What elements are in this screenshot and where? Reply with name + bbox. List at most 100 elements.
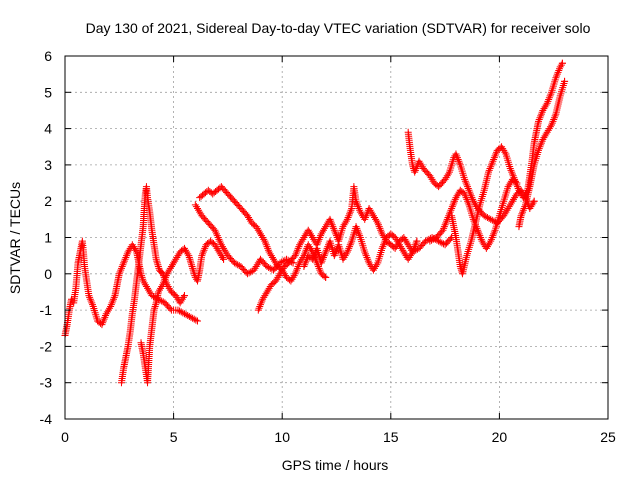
data-point xyxy=(104,306,112,314)
data-point xyxy=(536,143,544,151)
data-point xyxy=(372,215,380,223)
data-point xyxy=(377,228,385,236)
data-point xyxy=(343,215,351,223)
data-point xyxy=(327,217,335,225)
data-point xyxy=(315,264,323,272)
data-point xyxy=(139,277,147,285)
data-point xyxy=(110,293,118,301)
data-point xyxy=(180,310,188,318)
data-point xyxy=(513,181,521,189)
data-point xyxy=(86,295,94,303)
data-point xyxy=(122,253,130,261)
data-point xyxy=(554,68,562,76)
data-point xyxy=(363,253,371,261)
data-point xyxy=(340,253,348,261)
data-point xyxy=(266,250,274,258)
data-point xyxy=(362,212,370,220)
data-point xyxy=(119,261,127,269)
data-point xyxy=(320,252,328,260)
data-point xyxy=(463,181,471,189)
data-point xyxy=(314,239,322,247)
y-tick-label: -2 xyxy=(40,338,53,354)
data-point xyxy=(527,203,535,211)
data-point xyxy=(355,204,363,212)
data-point xyxy=(265,248,273,256)
data-point xyxy=(377,226,385,234)
data-point xyxy=(306,230,314,238)
data-point xyxy=(461,190,469,198)
data-point xyxy=(255,228,263,236)
data-point xyxy=(154,288,162,296)
data-point xyxy=(144,284,152,292)
data-point xyxy=(212,243,220,251)
data-point xyxy=(293,266,301,274)
data-point xyxy=(480,212,488,220)
data-point xyxy=(213,244,221,252)
data-point xyxy=(428,236,436,244)
y-tick-label: 5 xyxy=(44,84,52,100)
data-point xyxy=(491,152,499,160)
data-point xyxy=(451,197,459,205)
data-point xyxy=(470,199,478,207)
data-point xyxy=(411,243,419,251)
data-point xyxy=(188,261,196,269)
data-point xyxy=(404,241,412,249)
data-point xyxy=(273,275,281,283)
data-point xyxy=(217,239,225,247)
data-point xyxy=(331,228,339,236)
data-point xyxy=(250,266,258,274)
data-point xyxy=(124,248,132,256)
data-point xyxy=(151,304,159,312)
y-tick-label: 3 xyxy=(44,157,52,173)
data-point xyxy=(545,125,553,133)
data-point xyxy=(247,268,255,276)
data-point xyxy=(542,101,550,109)
data-point xyxy=(259,295,267,303)
data-point xyxy=(391,244,399,252)
data-point xyxy=(446,208,454,216)
data-point xyxy=(508,197,516,205)
data-point xyxy=(477,234,485,241)
data-point xyxy=(506,165,514,173)
y-tick-label: -4 xyxy=(40,411,53,427)
data-point xyxy=(314,237,322,245)
data-point xyxy=(198,252,206,260)
data-point xyxy=(317,259,325,267)
data-point xyxy=(508,170,516,178)
data-point xyxy=(462,179,470,187)
data-point xyxy=(464,184,472,192)
data-point xyxy=(295,243,303,251)
data-point xyxy=(411,168,419,176)
data-point xyxy=(88,299,96,307)
data-point xyxy=(541,103,549,111)
data-point xyxy=(361,215,369,223)
data-point xyxy=(530,197,538,205)
chart-title: Day 130 of 2021, Sidereal Day-to-day VTE… xyxy=(86,20,591,36)
data-point xyxy=(341,219,349,227)
data-point xyxy=(131,244,139,252)
data-point xyxy=(400,234,408,241)
data-point xyxy=(490,230,498,238)
data-point xyxy=(345,212,353,220)
data-point xyxy=(323,244,331,252)
data-point xyxy=(89,301,97,309)
data-point xyxy=(529,199,537,207)
data-point xyxy=(218,243,226,251)
data-point xyxy=(464,197,472,205)
data-point xyxy=(193,317,201,325)
data-point xyxy=(153,259,161,267)
data-point xyxy=(317,232,325,240)
data-point xyxy=(428,175,436,183)
data-point xyxy=(201,244,209,252)
data-point xyxy=(347,239,355,247)
data-point xyxy=(544,97,552,105)
data-point xyxy=(278,258,286,266)
data-point xyxy=(442,174,450,182)
data-point xyxy=(353,224,361,232)
data-point xyxy=(558,59,566,67)
data-point xyxy=(316,234,324,241)
data-point xyxy=(292,250,300,258)
data-point xyxy=(380,239,388,247)
data-point xyxy=(176,307,184,315)
data-point xyxy=(487,161,495,169)
